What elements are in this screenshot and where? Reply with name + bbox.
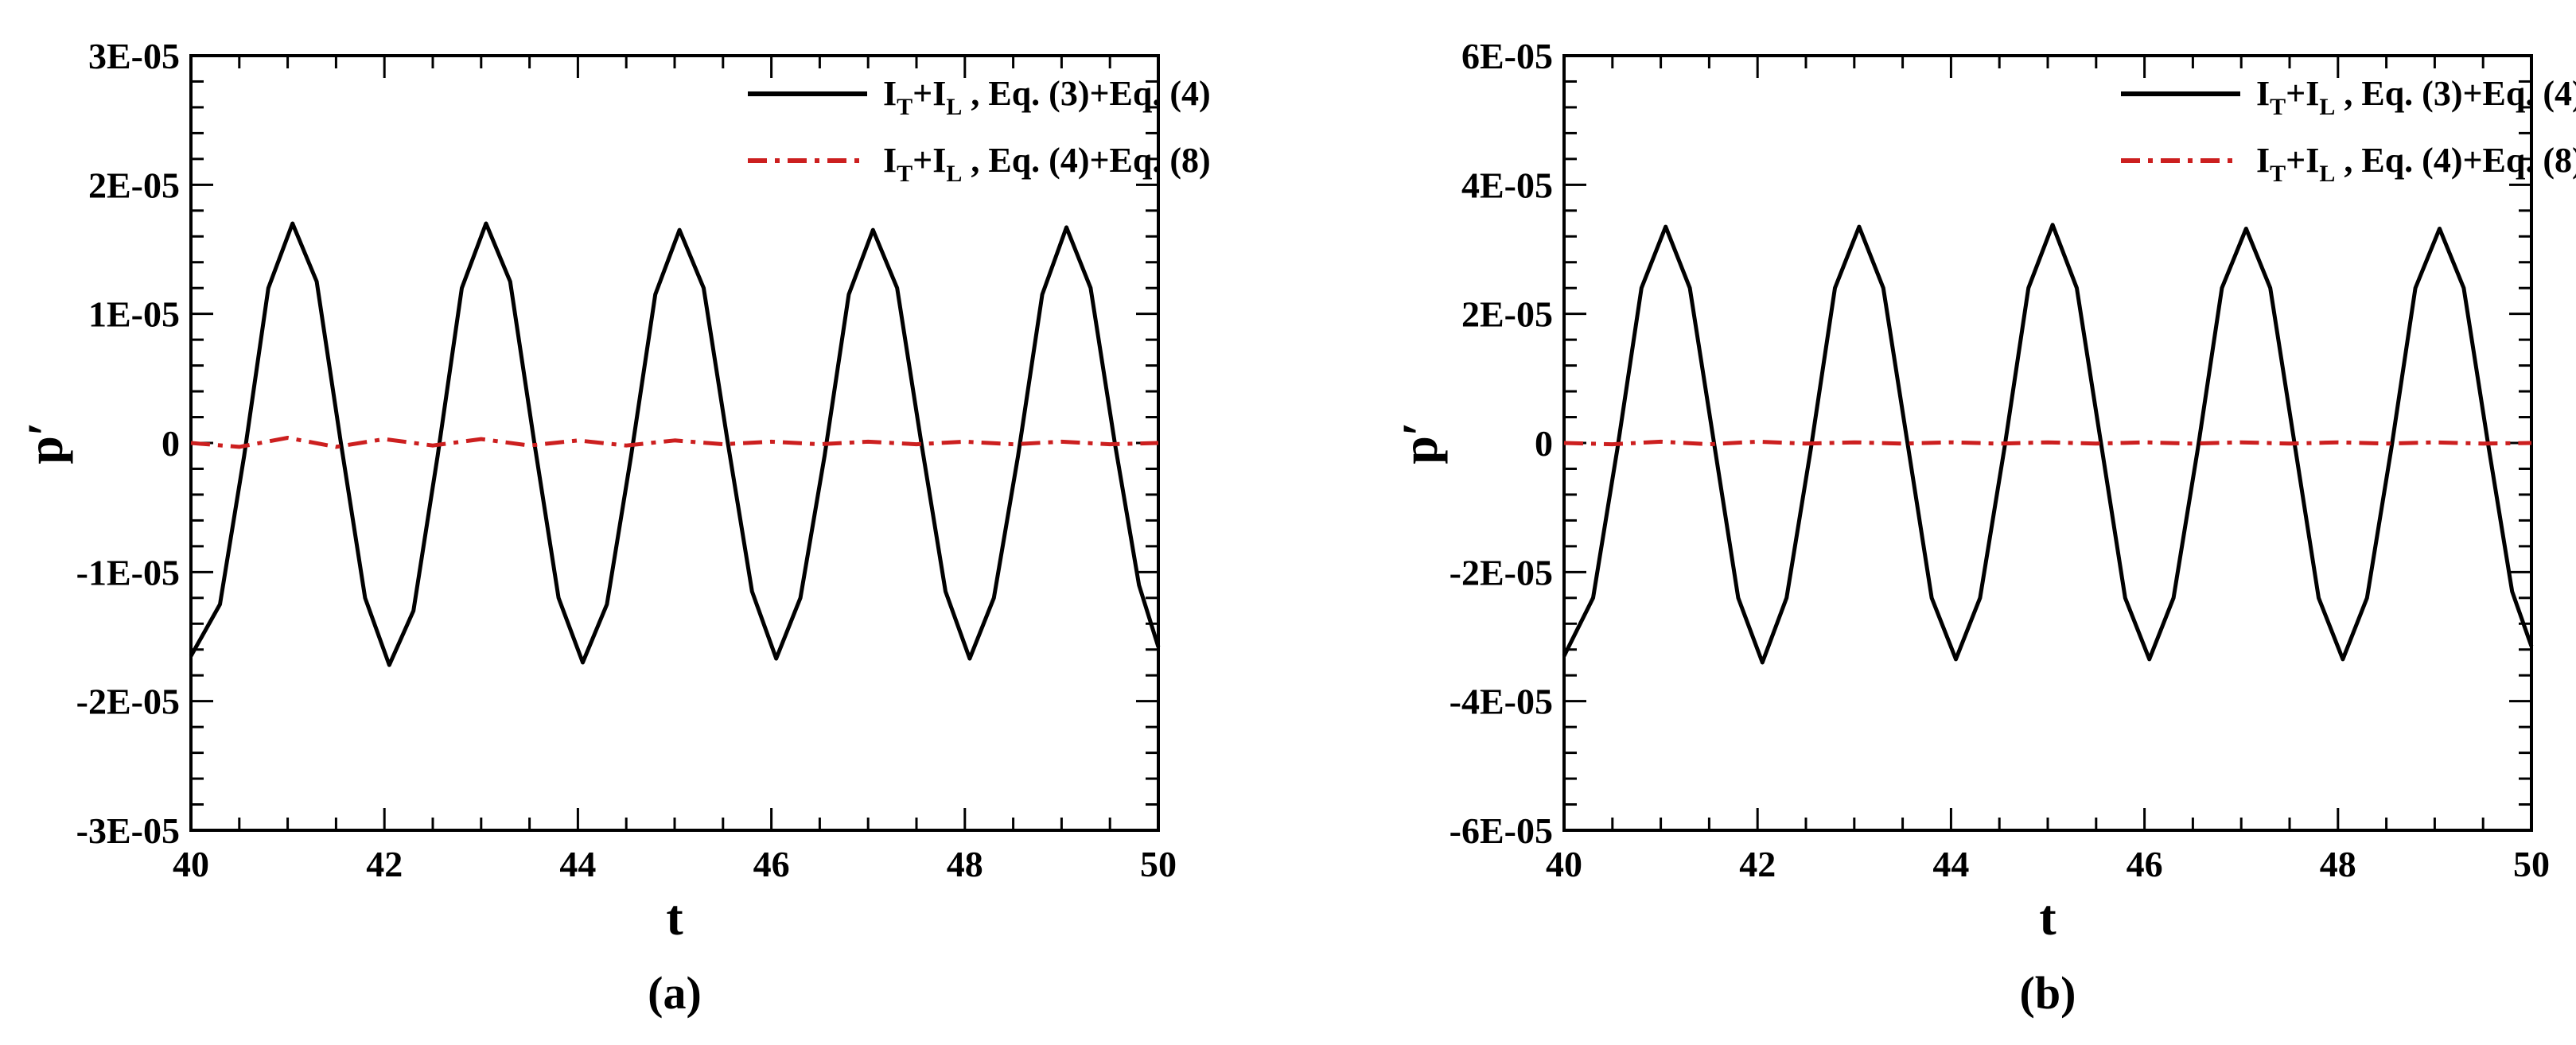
legend-label-1: IT+IL , Eq. (3)+Eq. (4) <box>883 74 1211 120</box>
y-axis-title: p′ <box>1391 421 1448 464</box>
series-line-1 <box>1562 223 2534 665</box>
panel-caption: (b) <box>2020 967 2076 1019</box>
y-tick-label: 2E-05 <box>88 165 180 205</box>
y-tick-label: -4E-05 <box>1449 682 1553 722</box>
y-tick-label: 0 <box>161 423 180 464</box>
x-tick-label: 42 <box>1739 844 1776 884</box>
y-axis-title: p′ <box>17 421 73 464</box>
x-tick-label: 40 <box>173 844 209 884</box>
x-tick-label: 46 <box>2127 844 2163 884</box>
y-tick-label: 4E-05 <box>1461 165 1553 205</box>
x-axis-title: t <box>666 889 683 946</box>
panel-b: 40 42 44 46 48 50 -6E-05 -4E-05 -2E-05 0 2E-05 4E-0… <box>1391 36 2576 1019</box>
y-tick-label: -1E-05 <box>76 552 180 592</box>
series-line-2 <box>190 436 1159 449</box>
y-tick-label: -3E-05 <box>76 810 180 851</box>
y-tick-label: 2E-05 <box>1461 294 1553 335</box>
y-tick-label: 1E-05 <box>88 294 180 335</box>
x-axis-title: t <box>2039 889 2057 946</box>
x-tick-label: 40 <box>1546 844 1582 884</box>
x-tick-label: 48 <box>2320 844 2356 884</box>
x-tick-label: 50 <box>1140 844 1177 884</box>
y-tick-label: -6E-05 <box>1449 810 1553 851</box>
x-tick-label: 48 <box>947 844 983 884</box>
panel-a: 40 42 44 46 48 50 -3E-05 -2E-05 -1E-05 0 1E-05 2E-0… <box>17 36 1211 1019</box>
legend-label-2: IT+IL , Eq. (4)+Eq. (8) <box>883 141 1211 187</box>
legend-label-2: IT+IL , Eq. (4)+Eq. (8) <box>2256 141 2576 187</box>
y-tick-label: 0 <box>1535 423 1553 464</box>
legend-label-1: IT+IL , Eq. (3)+Eq. (4) <box>2256 74 2576 120</box>
y-tick-label: -2E-05 <box>1449 552 1553 592</box>
series-line-2 <box>1563 439 2532 447</box>
x-tick-label: 42 <box>366 844 403 884</box>
x-tick-label: 46 <box>753 844 790 884</box>
y-tick-label: 3E-05 <box>88 36 180 76</box>
series-line-1 <box>189 221 1161 667</box>
panel-caption: (a) <box>648 967 702 1019</box>
x-tick-label: 44 <box>559 844 596 884</box>
y-tick-label: -2E-05 <box>76 682 180 722</box>
x-tick-label: 50 <box>2513 844 2550 884</box>
x-tick-label: 44 <box>1932 844 1969 884</box>
y-tick-label: 6E-05 <box>1461 36 1553 76</box>
